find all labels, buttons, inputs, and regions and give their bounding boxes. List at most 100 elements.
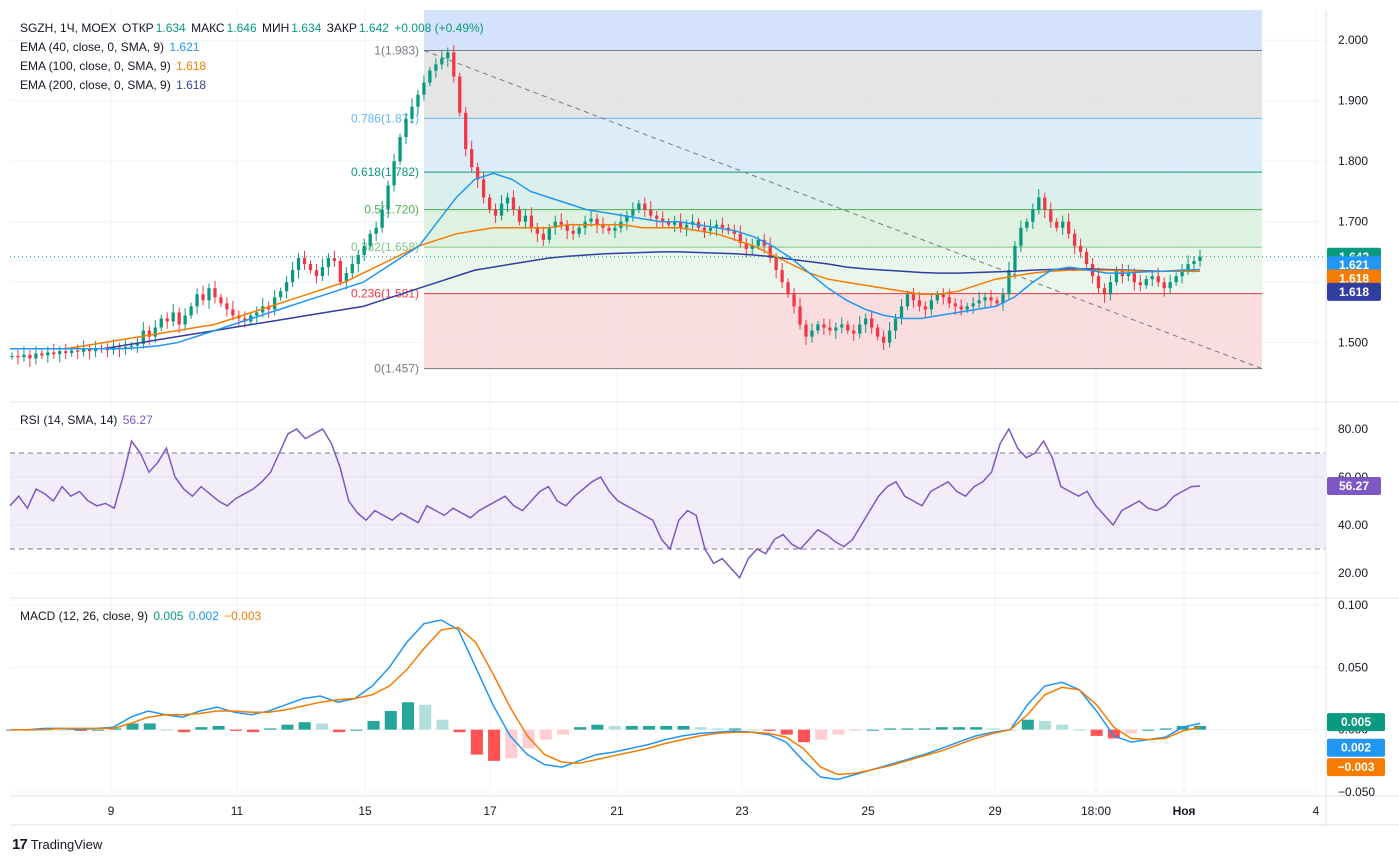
candle-body xyxy=(505,197,510,204)
candle-body xyxy=(105,349,110,351)
candle-body xyxy=(655,215,659,219)
candle-body xyxy=(464,112,468,150)
macd-histogram-bar xyxy=(574,727,587,730)
candle-body xyxy=(207,288,211,301)
macd-histogram-bar xyxy=(264,728,277,730)
candle-body xyxy=(219,297,223,304)
change-value: +0.008 (+0.49%) xyxy=(394,21,484,35)
macd-histogram-bar xyxy=(763,729,776,731)
price-tick-label: 1.800 xyxy=(1338,154,1368,168)
price-badge-label: 1.618 xyxy=(1339,272,1369,286)
candle-body xyxy=(16,355,20,358)
macd-histogram-bar xyxy=(522,729,535,749)
macd-histogram-bar xyxy=(935,727,948,730)
rsi-legend[interactable]: RSI (14, SMA, 14) 56.27 xyxy=(20,411,155,429)
candle-body xyxy=(816,324,820,331)
candle-body xyxy=(637,203,641,210)
macd-histogram-bar xyxy=(281,724,294,730)
open-value: 1.634 xyxy=(155,21,186,35)
candle-body xyxy=(661,218,665,222)
fib-band xyxy=(424,293,1262,369)
candle-body xyxy=(284,282,289,292)
macd-histogram-bar xyxy=(143,723,156,730)
candle-body xyxy=(702,227,707,231)
candle-body xyxy=(523,215,528,222)
macd-badge xyxy=(1327,713,1385,732)
ema200-label: EMA (200, close, 0, SMA, 9) xyxy=(20,78,171,92)
macd-histogram-bar xyxy=(970,727,983,730)
macd-histogram-bar xyxy=(866,729,879,731)
candle-body xyxy=(756,239,760,246)
macd-histogram-bar xyxy=(643,725,656,730)
candle-body xyxy=(380,209,384,228)
macd-legend[interactable]: MACD (12, 26, close, 9) 0.005 0.002 −0.0… xyxy=(20,607,263,625)
rsi-pane[interactable] xyxy=(9,427,1325,580)
time-tick-label: 9 xyxy=(108,804,115,818)
macd-badge xyxy=(1327,738,1385,757)
macd-histogram-bar xyxy=(298,722,311,730)
candle-body xyxy=(798,306,802,325)
candle-body xyxy=(34,353,38,359)
macd-histogram-bar xyxy=(729,728,742,730)
ema100-label: EMA (100, close, 0, SMA, 9) xyxy=(20,59,171,73)
high-value: 1.646 xyxy=(226,21,257,35)
macd-histogram-bar xyxy=(797,729,811,743)
candle-body xyxy=(398,137,402,162)
tradingview-logo-icon: 17 xyxy=(12,836,28,853)
candle-body xyxy=(959,306,963,310)
macd-histogram-bar xyxy=(746,729,759,731)
candle-body xyxy=(165,318,169,322)
ema40-legend[interactable]: EMA (40, close, 0, SMA, 9) 1.621 xyxy=(20,38,201,56)
candle-body xyxy=(750,245,754,249)
candle-body xyxy=(673,221,677,225)
macd-pane[interactable] xyxy=(5,604,1325,793)
candle-body xyxy=(517,209,522,222)
candle-body xyxy=(547,227,551,240)
candle-body xyxy=(1061,221,1065,228)
candle-body xyxy=(308,264,313,271)
candle-body xyxy=(177,312,181,325)
macd-histogram-bar xyxy=(1021,719,1034,730)
candle-body xyxy=(953,303,957,307)
rsi-tick-label: 40.00 xyxy=(1338,518,1368,532)
fib-level-label: 0.618(1.782) xyxy=(351,165,419,179)
candle-body xyxy=(290,270,295,283)
macd-histogram-bar xyxy=(92,729,105,731)
candle-body xyxy=(565,224,569,231)
macd-histogram-bar xyxy=(333,729,346,733)
candle-body xyxy=(965,306,969,310)
macd-histogram-bar xyxy=(505,729,518,759)
candle-body xyxy=(231,309,235,316)
macd-histogram-bar xyxy=(918,728,931,730)
candle-body xyxy=(201,294,205,301)
candle-body xyxy=(302,257,307,265)
macd-histogram-bar xyxy=(1039,720,1052,730)
candle-body xyxy=(1114,270,1119,283)
candle-body xyxy=(171,312,175,322)
ema100-legend[interactable]: EMA (100, close, 0, SMA, 9) 1.618 xyxy=(20,57,208,75)
tradingview-logo[interactable]: 17 TradingView xyxy=(12,836,102,853)
candle-body xyxy=(428,70,432,83)
time-tick-label: 25 xyxy=(861,804,875,818)
candle-body xyxy=(326,257,331,268)
candle-body xyxy=(1078,245,1083,252)
candle-body xyxy=(1156,276,1160,283)
candle-body xyxy=(762,239,766,246)
macd-histogram-bar xyxy=(1073,729,1086,731)
candle-body xyxy=(1186,264,1190,271)
candle-body xyxy=(434,64,438,71)
ema200-legend[interactable]: EMA (200, close, 0, SMA, 9) 1.618 xyxy=(20,76,208,94)
candle-body xyxy=(1132,273,1136,283)
candle-body xyxy=(774,257,778,271)
candle-body xyxy=(792,294,796,307)
candle-body xyxy=(601,224,605,228)
candle-body xyxy=(881,336,886,343)
candle-body xyxy=(613,227,617,231)
macd-histogram-bar xyxy=(1125,729,1138,734)
ema40-label: EMA (40, close, 0, SMA, 9) xyxy=(20,40,165,54)
macd-histogram-bar xyxy=(419,704,432,730)
candle-body xyxy=(983,297,987,301)
candle-body xyxy=(684,224,689,228)
price-pane[interactable]: 1(1.983) 0.786(1.871) 0.618(1.782) 0.5(1.72… xyxy=(10,10,1325,795)
